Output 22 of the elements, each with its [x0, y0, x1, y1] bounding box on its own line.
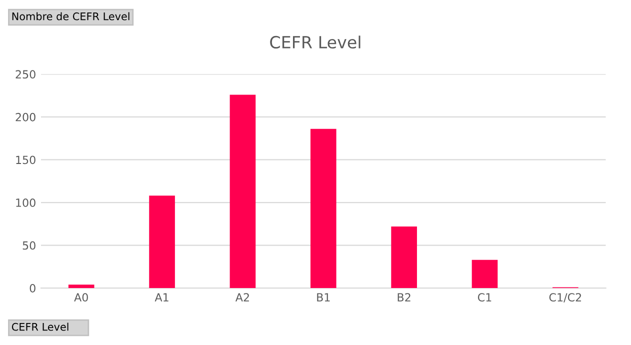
- bar: [310, 128, 336, 288]
- bar: [472, 260, 498, 288]
- text: CEFR Level: [12, 322, 68, 331]
- y-tick-label: 0: [30, 284, 36, 292]
- y-tick-label: 150: [16, 156, 36, 164]
- x-tick-label: C1: [478, 293, 492, 302]
- bar: [391, 226, 417, 288]
- x-tick-label: C1/C2: [549, 293, 582, 302]
- y-tick-label: 200: [16, 112, 36, 122]
- chart-title: CEFR Level: [270, 36, 360, 49]
- x-tick-label: A1: [154, 293, 168, 302]
- x-tick-label: B2: [398, 293, 410, 302]
- x-tick-label: B1: [317, 293, 330, 302]
- y-tick-label: 100: [16, 198, 36, 207]
- x-tick-label: A2: [235, 293, 249, 302]
- bar: [230, 94, 256, 288]
- x-tick-label: A0: [74, 293, 88, 302]
- y-tick-label: 50: [22, 241, 36, 250]
- bar: [68, 284, 94, 288]
- y-tick-label: 250: [16, 70, 36, 79]
- text: Nombre de CEFR Level: [12, 12, 130, 20]
- bar: [149, 196, 175, 288]
